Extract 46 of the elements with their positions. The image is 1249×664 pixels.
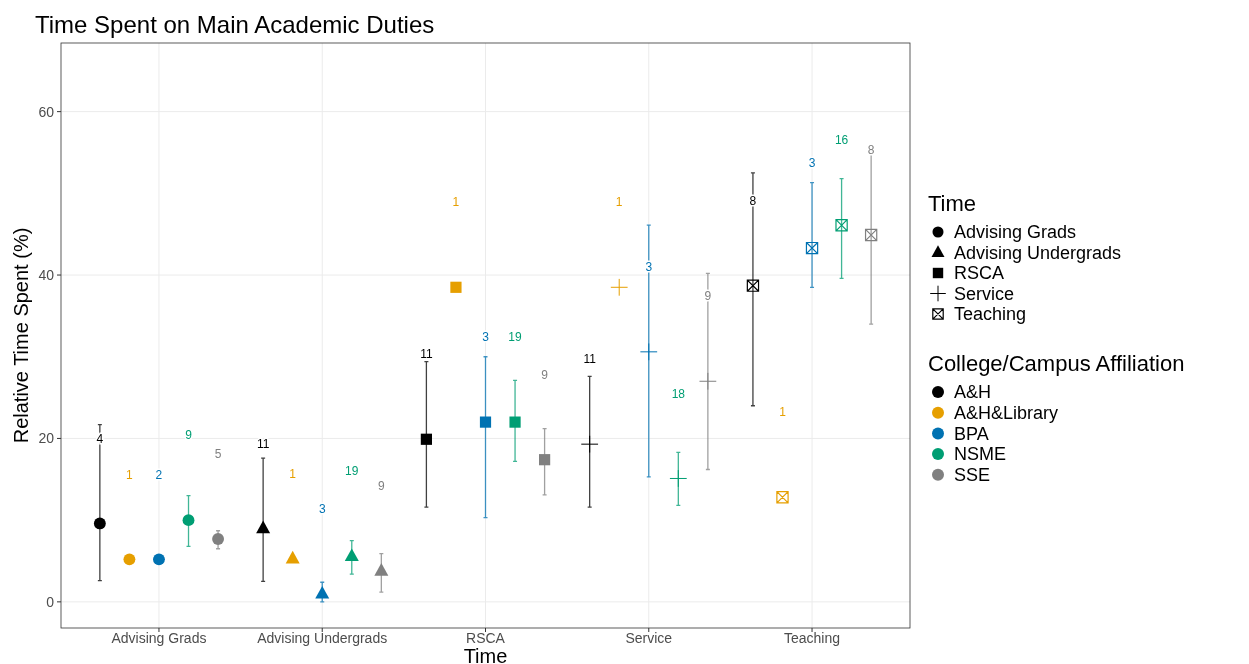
x-tick-label: Service (625, 630, 673, 646)
y-tick-label: 60 (38, 103, 55, 120)
annotation: 3 (482, 330, 490, 345)
annotation: 9 (377, 479, 385, 494)
annotation: 9 (541, 367, 549, 382)
annotation: 1 (126, 467, 134, 482)
x-tick-label: Advising Undergrads (257, 630, 388, 646)
category-label: Teaching (954, 304, 1027, 325)
text: College/Campus Affiliation (928, 351, 1185, 376)
annotation: 8 (749, 193, 757, 208)
annotation: 16 (834, 133, 849, 148)
annotation: 19 (345, 464, 359, 479)
legend-label: A&H&Library (954, 403, 1059, 423)
legend-label: SSE (954, 465, 991, 486)
legend-label: BPA (954, 423, 989, 444)
annotation: 11 (420, 347, 433, 362)
annotation: 11 (583, 352, 597, 367)
x-tick-label: Teaching (784, 630, 841, 646)
annotation: 1 (289, 466, 297, 481)
category-label: Service (954, 283, 1015, 304)
chart-title: Time Spent on Main Academic Duties (35, 11, 435, 38)
annotation: 5 (214, 447, 222, 462)
y-tick-label: 0 (46, 593, 55, 610)
category-label: Advising Grads (954, 222, 1077, 243)
annotation: 8 (867, 143, 875, 158)
legend-label: A&H (954, 382, 992, 403)
annotation: 19 (508, 330, 523, 345)
annotation: 18 (671, 386, 686, 401)
annotation: 1 (615, 195, 623, 210)
annotation: 11 (256, 436, 270, 451)
y-axis-title: Relative Time Spent (%) (10, 227, 32, 444)
x-axis-title: Time (463, 645, 508, 664)
annotation: 3 (808, 156, 816, 171)
annotation: 3 (318, 501, 326, 516)
x-tick-label: Advising Grads (111, 630, 207, 646)
category-label: RSCA (954, 263, 1005, 284)
annotation: 1 (779, 405, 787, 420)
legend-label: NSME (954, 444, 1007, 465)
category-label: Advising Undergrads (954, 242, 1122, 263)
y-tick-label: 20 (38, 430, 55, 447)
annotation: 9 (185, 428, 193, 443)
x-tick-label: RSCA (466, 630, 506, 646)
text: Time (928, 191, 977, 216)
annotation: 2 (155, 467, 163, 482)
y-tick-label: 40 (38, 266, 55, 283)
annotation: 1 (452, 195, 460, 210)
